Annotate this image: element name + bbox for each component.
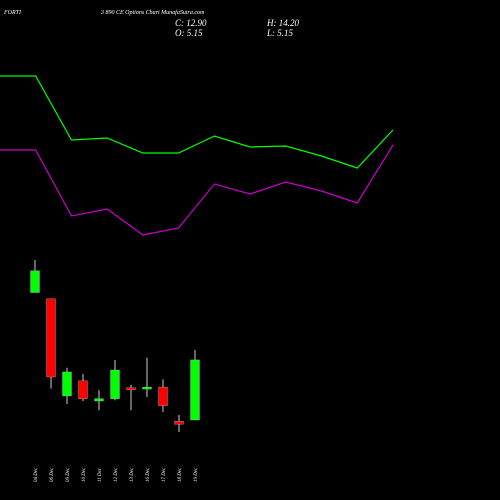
x-tick-label: 17 Dec: [162, 467, 167, 482]
candle-body: [174, 421, 184, 425]
candle-body: [158, 386, 168, 406]
x-tick-label: 16 Dec: [146, 467, 151, 482]
candle-body: [142, 386, 152, 390]
chart-subtitle: 3 890 CE Options Chart MunafaSutra.com: [100, 9, 205, 16]
x-tick-label: 10 Dec: [82, 467, 87, 482]
candle-body: [190, 359, 200, 421]
x-tick-label: 12 Dec: [114, 467, 119, 482]
candle-body: [126, 387, 136, 390]
candle-body: [94, 398, 104, 402]
x-tick-label: 18 Dec: [178, 467, 183, 482]
x-tick-label: 04 Dec: [34, 467, 39, 482]
x-tick-label: 13 Dec: [130, 467, 135, 482]
low-label: L: 5.15: [266, 28, 294, 38]
chart-title: FORTI: [3, 10, 22, 16]
moving-average-line: [0, 75, 394, 169]
candle-body: [78, 380, 88, 399]
candle-body: [62, 371, 72, 397]
high-label: H: 14.20: [266, 18, 299, 28]
close-label: C: 12.90: [175, 18, 207, 28]
x-tick-label: 06 Dec: [50, 467, 55, 482]
open-label: O: 5.15: [175, 28, 203, 38]
x-tick-label: 19 Dec: [194, 467, 199, 482]
candle-body: [46, 298, 56, 378]
moving-average-line: [0, 144, 394, 236]
candle-body: [110, 369, 120, 399]
candle-body: [30, 270, 40, 293]
x-tick-label: 11 Dec: [98, 467, 103, 482]
x-tick-label: 09 Dec: [66, 467, 71, 482]
